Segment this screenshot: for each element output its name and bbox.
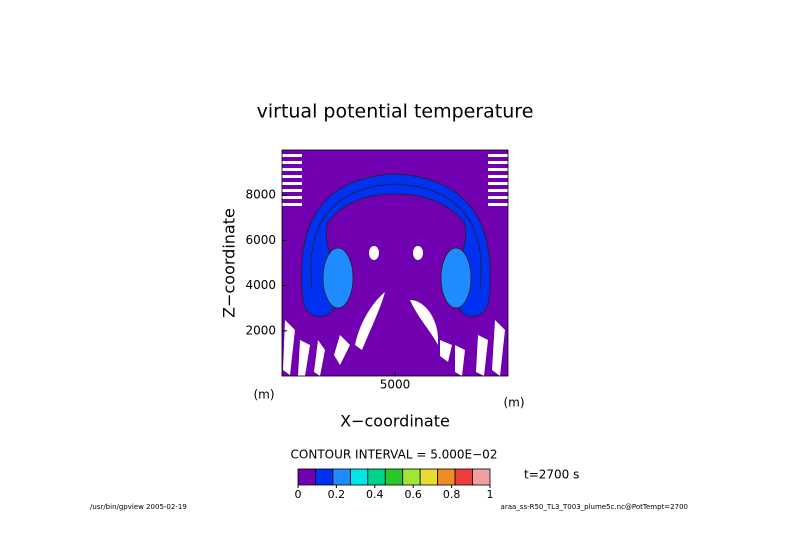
y-tick-label: 6000	[245, 233, 276, 247]
blank-region	[314, 340, 325, 376]
blank-stripe	[282, 189, 302, 192]
colorbar-tick-label: 0.8	[443, 488, 461, 501]
y-tick-label: 8000	[245, 188, 276, 202]
blank-region	[369, 246, 379, 260]
blank-region	[413, 246, 423, 260]
colorbar-box	[454, 468, 473, 486]
blank-stripe	[488, 168, 508, 171]
blank-stripe	[282, 182, 302, 185]
colorbar-tick-label: 0.6	[404, 488, 422, 501]
blank-stripe	[488, 189, 508, 192]
blank-region	[440, 340, 452, 362]
blank-stripe	[488, 175, 508, 178]
chart-title: virtual potential temperature	[257, 101, 534, 123]
colorbar-tick-label: 0.4	[366, 488, 384, 501]
colorbar-box	[472, 468, 491, 486]
x-unit: (m)	[503, 396, 524, 410]
colorbar-box	[349, 468, 369, 486]
field	[282, 150, 508, 376]
colorbar-tick-label: 0	[295, 488, 302, 501]
blank-region	[334, 335, 350, 365]
blank-stripe	[488, 196, 508, 199]
y-tick-label: 2000	[245, 323, 276, 337]
blank-stripe	[282, 154, 302, 157]
blank-stripe	[282, 168, 302, 171]
blank-stripe	[488, 182, 508, 185]
x-axis-label: X−coordinate	[340, 412, 450, 431]
blank-region	[455, 345, 465, 376]
field-region	[440, 247, 472, 309]
blank-stripe	[488, 203, 508, 206]
footer-right: araa_ss-R50_TL3_T003_plume5c.nc@PotTempt…	[501, 503, 688, 511]
field-region	[322, 247, 354, 309]
blank-region	[476, 335, 488, 376]
colorbar-tick-label: 0.2	[328, 488, 346, 501]
y-tick-label: 4000	[245, 278, 276, 292]
y-unit: (m)	[253, 388, 274, 402]
colorbar-box	[384, 468, 404, 486]
colorbar-box	[437, 468, 456, 486]
blank-region	[355, 292, 385, 350]
colorbar-tick-label: 1	[487, 488, 494, 501]
blank-stripe	[282, 196, 302, 199]
colorbar-box	[332, 468, 351, 486]
contour-line	[310, 183, 482, 291]
blank-region	[410, 300, 439, 345]
footer-left: /usr/bin/gpview 2005-02-19	[90, 503, 187, 511]
colorbar-box	[315, 468, 334, 486]
colorbar-box	[419, 468, 439, 486]
blank-stripe	[488, 154, 508, 157]
blank-stripe	[488, 161, 508, 164]
colorbar-box	[367, 468, 386, 486]
blank-stripe	[282, 203, 302, 206]
contour-interval: CONTOUR INTERVAL = 5.000E−02	[291, 448, 498, 462]
y-axis-label: Z−coordinate	[220, 208, 239, 318]
blank-region	[492, 320, 505, 376]
x-tick-label: 5000	[380, 378, 411, 392]
blank-region	[283, 320, 295, 375]
time-label: t=2700 s	[524, 468, 579, 482]
blank-stripe	[282, 175, 302, 178]
blank-stripe	[282, 161, 302, 164]
colorbar-box	[297, 468, 316, 486]
blank-region	[298, 340, 310, 376]
colorbar-box	[402, 468, 421, 486]
